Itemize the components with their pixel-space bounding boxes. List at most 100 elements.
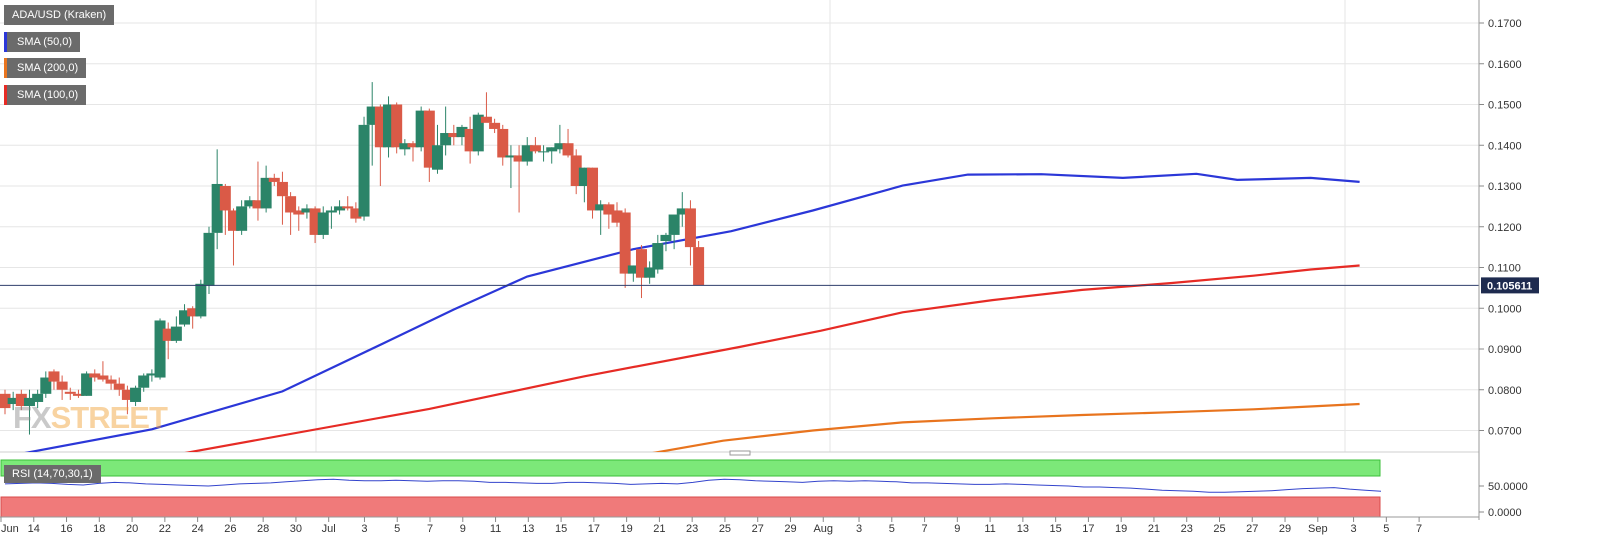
candle [668,214,680,235]
candle [635,249,647,278]
current-price-label: 0.105611 [1487,280,1532,292]
sma-line [24,172,1360,452]
time-axis[interactable]: Jun 14 16 18 20 22 24 26 28 30 Jul 3 5 7 9 11 13 15 17 19 21… [0,516,1479,535]
candle [595,204,607,211]
rsi-panel[interactable]: 50.0000 0.0000 [0,459,1528,519]
candle [81,373,93,396]
y-tick-label: 0.1000 [1488,303,1522,315]
x-tick-label: 15 [1050,523,1062,535]
x-tick-label: 27 [752,523,764,535]
price-axis[interactable]: 0.1700 0.1600 0.1500 0.1400 0.1300 0.1200 0.11… [1478,0,1522,520]
candle [546,147,558,152]
x-tick-label: 11 [984,523,995,535]
candle [562,143,574,156]
rsi-label: RSI (14,70,30,1) [4,465,101,483]
x-tick-label: 13 [1017,523,1029,535]
candle [276,181,288,197]
candle [374,106,386,148]
fxstreet-logo: FXSTREET [13,400,168,435]
candle [342,206,354,209]
candle [244,200,256,207]
candle [497,128,509,158]
x-tick-label: 26 [224,523,236,535]
y-tick-label: 0.1600 [1488,59,1522,71]
x-tick-label: Jun [1,523,19,535]
legend-sma200[interactable]: SMA (200,0) [4,58,87,78]
candle [464,128,476,152]
candle [570,155,582,186]
candle [391,104,403,148]
x-tick-label: 9 [460,523,466,535]
x-tick-label: 22 [159,523,171,535]
candle [619,212,631,274]
candle [334,206,346,211]
x-tick-label: 5 [889,523,895,535]
x-tick-label: 3 [856,523,862,535]
candle [179,310,191,325]
y-tick-label: 0.1300 [1488,181,1522,193]
x-tick-label: 25 [1213,523,1225,535]
x-tick-label: 30 [290,523,302,535]
candle [472,114,484,152]
y-tick-label: 0.1400 [1488,140,1522,152]
candle [513,155,525,162]
candle [236,206,248,231]
sma-line [184,264,1360,452]
x-tick-label: 11 [490,523,501,535]
y-tick-label: 0.0800 [1488,385,1522,397]
x-tick-label: 20 [126,523,138,535]
x-tick-label: 19 [621,523,633,535]
candle [325,210,337,213]
candle [309,208,321,235]
candle [317,212,329,235]
candle [7,397,19,405]
x-tick-label: 29 [1279,523,1291,535]
y-tick-label: 0.0700 [1488,426,1522,438]
legend-sma50[interactable]: SMA (50,0) [4,32,81,52]
legend-sma100[interactable]: SMA (100,0) [4,85,87,105]
x-tick-label: Sep [1308,523,1328,535]
candle [383,104,395,148]
x-tick-label: 14 [28,523,40,535]
candle [170,326,182,341]
y-tick-label: 0.1700 [1488,18,1522,30]
candles [0,82,705,435]
candle [652,243,664,270]
x-tick-label: 19 [1115,523,1127,535]
candle [644,267,656,278]
candle [130,387,142,402]
current-price-line: 0.105611 [0,277,1539,294]
x-tick-label: 16 [60,523,72,535]
candle [456,126,468,138]
candle [211,183,223,233]
rsi-tick-label: 50.0000 [1488,481,1528,493]
candle [187,308,199,317]
candle [219,186,231,211]
candle [660,234,672,242]
candle [676,208,688,215]
candle [587,167,599,211]
x-tick-label: 25 [719,523,731,535]
pane-resize-handle [729,450,751,456]
candle [138,375,150,388]
candle [448,133,460,138]
y-tick-label: 0.1500 [1488,100,1522,112]
rsi-oversold-band [0,496,1381,518]
x-tick-label: 5 [394,523,400,535]
x-tick-label: 7 [427,523,433,535]
candle [358,124,370,217]
candle [64,391,76,394]
candle [89,373,101,378]
candle [113,383,125,390]
candle [195,283,207,317]
candle [268,177,280,182]
candle [97,375,109,380]
x-tick-label: 27 [1246,523,1258,535]
y-tick-label: 0.0900 [1488,344,1522,356]
candle [0,393,11,409]
x-tick-label: 23 [686,523,698,535]
candle [121,389,133,400]
candle [431,145,443,170]
candle [505,155,517,158]
